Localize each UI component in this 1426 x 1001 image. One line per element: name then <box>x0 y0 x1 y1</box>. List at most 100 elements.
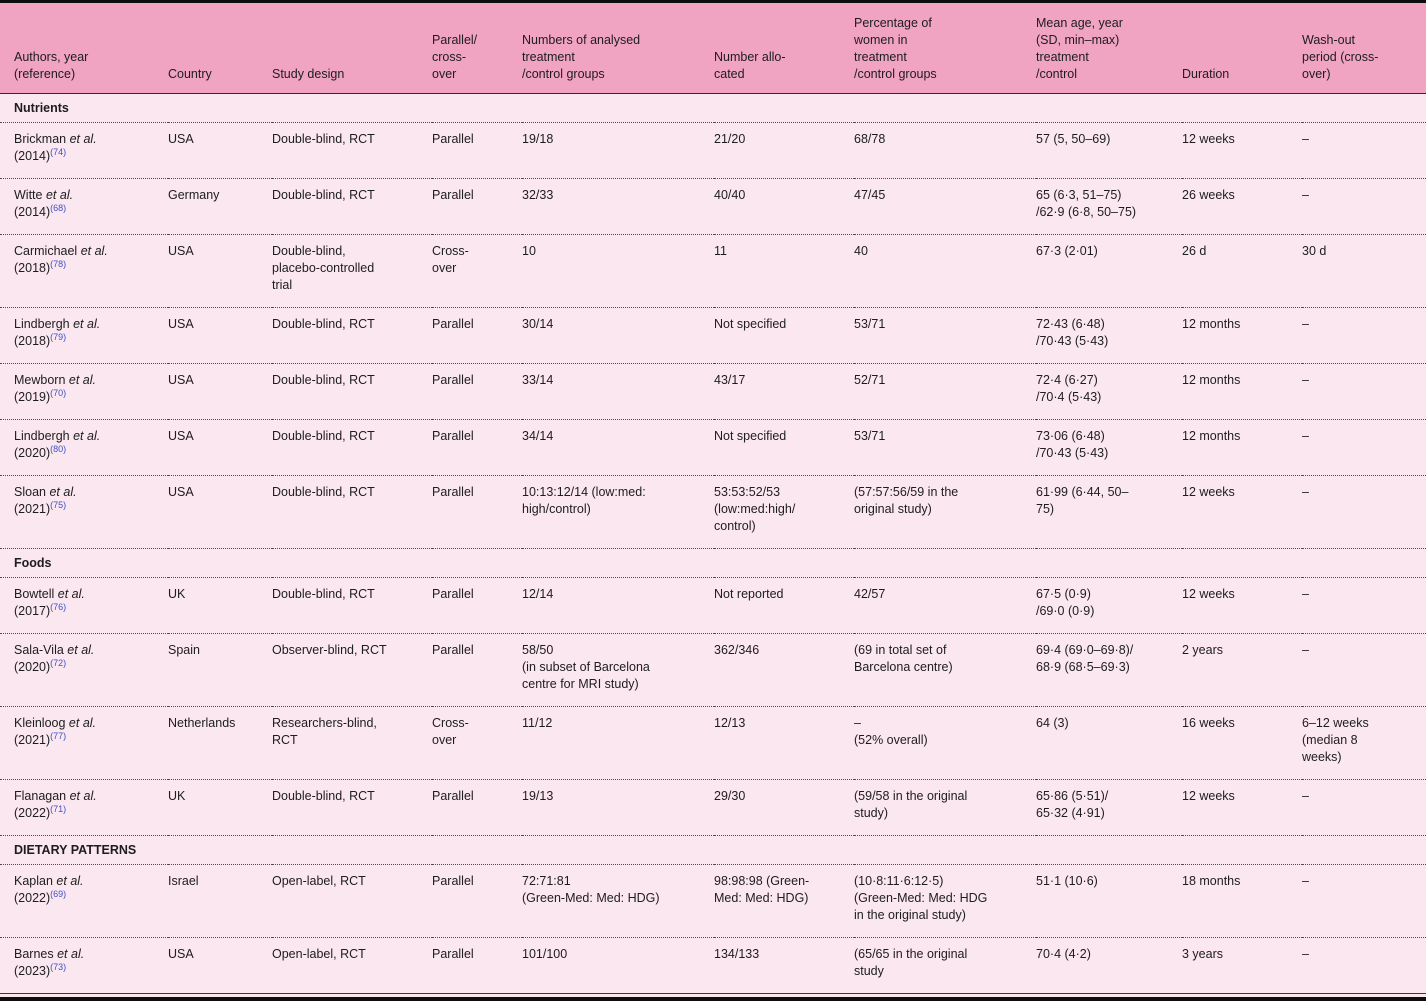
cell-analysed: 12/14 <box>522 577 714 634</box>
cell-duration: 12 months <box>1182 363 1302 420</box>
cell-country: UK <box>168 779 272 836</box>
cell-age: 67·5 (0·9) /69·0 (0·9) <box>1036 577 1182 634</box>
cell-age: 72·43 (6·48) /70·43 (5·43) <box>1036 307 1182 364</box>
cell-country: USA <box>168 419 272 476</box>
reference-link[interactable]: (68) <box>50 202 67 213</box>
cell-duration: 12 weeks <box>1182 779 1302 836</box>
cell-country: USA <box>168 937 272 994</box>
cell-arm: Cross- over <box>432 706 522 780</box>
reference-link[interactable]: (73) <box>50 961 67 972</box>
cell-authors: Mewborn et al. (2019)(70) <box>0 363 168 420</box>
column-header-age: Mean age, year (SD, min–max) treatment /… <box>1036 3 1182 94</box>
cell-washout: – <box>1302 633 1426 707</box>
author-etal: et al. <box>57 587 85 601</box>
cell-authors: Sala-Vila et al. (2020)(72) <box>0 633 168 707</box>
cell-arm: Parallel <box>432 633 522 707</box>
cell-age: 67·3 (2·01) <box>1036 234 1182 308</box>
cell-washout: 6–12 weeks (median 8 weeks) <box>1302 706 1426 780</box>
cell-women: (10·8:11·6:12·5) (Green-Med: Med: HDG in… <box>854 864 1036 938</box>
author-year: (2022) <box>14 891 51 905</box>
author-year: (2018) <box>14 261 51 275</box>
cell-duration: 3 years <box>1182 937 1302 994</box>
cell-analysed: 33/14 <box>522 363 714 420</box>
author-name: Lindbergh <box>14 429 70 443</box>
cell-age: 73·06 (6·48) /70·43 (5·43) <box>1036 419 1182 476</box>
author-year: (2021) <box>14 502 51 516</box>
cell-allocated: Not specified <box>714 307 854 364</box>
cell-age: 69·4 (69·0–69·8)/ 68·9 (68·5–69·3) <box>1036 633 1182 707</box>
cell-age: 51·1 (10·6) <box>1036 864 1182 938</box>
cell-washout: – <box>1302 419 1426 476</box>
table-body: Nutrients Brickman et al. (2014)(74) USA Dou… <box>0 93 1426 994</box>
column-header-women: Percentage of women in treatment /contro… <box>854 3 1036 94</box>
cell-arm: Parallel <box>432 779 522 836</box>
cell-allocated: 40/40 <box>714 178 854 235</box>
cell-design: Double-blind, RCT <box>272 779 432 836</box>
cell-country: Netherlands <box>168 706 272 780</box>
author-year: (2023) <box>14 964 51 978</box>
cell-allocated: 362/346 <box>714 633 854 707</box>
author-etal: et al. <box>69 132 97 146</box>
study-row: Sala-Vila et al. (2020)(72) Spain Observer-… <box>0 633 1426 707</box>
reference-link[interactable]: (71) <box>50 803 67 814</box>
reference-link[interactable]: (70) <box>50 387 67 398</box>
author-name: Witte <box>14 188 43 202</box>
cell-allocated: 134/133 <box>714 937 854 994</box>
cell-washout: – <box>1302 363 1426 420</box>
cell-duration: 18 months <box>1182 864 1302 938</box>
reference-link[interactable]: (78) <box>50 258 67 269</box>
column-header-duration: Duration <box>1182 3 1302 94</box>
study-row: Mewborn et al. (2019)(70) USA Double-blind,… <box>0 363 1426 420</box>
cell-design: Double-blind, RCT <box>272 577 432 634</box>
reference-link[interactable]: (76) <box>50 601 67 612</box>
column-header-authors: Authors, year (reference) <box>0 3 168 94</box>
cell-allocated: 29/30 <box>714 779 854 836</box>
reference-link[interactable]: (77) <box>50 730 67 741</box>
reference-link[interactable]: (79) <box>50 331 67 342</box>
cell-analysed: 72:71:81 (Green-Med: Med: HDG) <box>522 864 714 938</box>
cell-women: – (52% overall) <box>854 706 1036 780</box>
study-row: Carmichael et al. (2018)(78) USA Double-bli… <box>0 234 1426 308</box>
cell-allocated: 98:98:98 (Green- Med: Med: HDG) <box>714 864 854 938</box>
cell-arm: Parallel <box>432 363 522 420</box>
reference-link[interactable]: (75) <box>50 499 67 510</box>
cell-duration: 12 weeks <box>1182 122 1302 179</box>
author-etal: et al. <box>57 947 85 961</box>
cell-analysed: 10:13:12/14 (low:med: high/control) <box>522 475 714 549</box>
cell-design: Double-blind, placebo-controlled trial <box>272 234 432 308</box>
cell-age: 72·4 (6·27) /70·4 (5·43) <box>1036 363 1182 420</box>
cell-design: Open-label, RCT <box>272 864 432 938</box>
column-header-allocated: Number allo- cated <box>714 3 854 94</box>
cell-women: 68/78 <box>854 122 1036 179</box>
author-name: Sloan <box>14 485 46 499</box>
author-name: Kaplan <box>14 874 53 888</box>
cell-authors: Lindbergh et al. (2018)(79) <box>0 307 168 364</box>
cell-women: (59/58 in the original study) <box>854 779 1036 836</box>
section-header-row: Nutrients <box>0 93 1426 123</box>
cell-country: USA <box>168 307 272 364</box>
cell-design: Open-label, RCT <box>272 937 432 994</box>
reference-link[interactable]: (69) <box>50 888 67 899</box>
study-row: Bowtell et al. (2017)(76) UK Double-blind, … <box>0 577 1426 634</box>
author-year: (2018) <box>14 334 51 348</box>
reference-link[interactable]: (72) <box>50 657 67 668</box>
reference-link[interactable]: (80) <box>50 443 67 454</box>
cell-age: 61·99 (6·44, 50– 75) <box>1036 475 1182 549</box>
cell-duration: 2 years <box>1182 633 1302 707</box>
study-row: Brickman et al. (2014)(74) USA Double-blind… <box>0 122 1426 179</box>
cell-authors: Brickman et al. (2014)(74) <box>0 122 168 179</box>
author-year: (2022) <box>14 806 51 820</box>
author-etal: et al. <box>68 716 97 730</box>
reference-link[interactable]: (74) <box>50 146 67 157</box>
study-row: Sloan et al. (2021)(75) USA Double-blind, R… <box>0 475 1426 549</box>
cell-country: UK <box>168 577 272 634</box>
cell-authors: Flanagan et al. (2022)(71) <box>0 779 168 836</box>
author-name: Bowtell <box>14 587 55 601</box>
cell-duration: 26 d <box>1182 234 1302 308</box>
cell-duration: 16 weeks <box>1182 706 1302 780</box>
author-name: Barnes <box>14 947 54 961</box>
cell-authors: Witte et al. (2014)(68) <box>0 178 168 235</box>
study-row: Flanagan et al. (2022)(71) UK Double-blind,… <box>0 779 1426 836</box>
column-header-arm: Parallel/ cross- over <box>432 3 522 94</box>
cell-analysed: 58/50 (in subset of Barcelona centre for… <box>522 633 714 707</box>
